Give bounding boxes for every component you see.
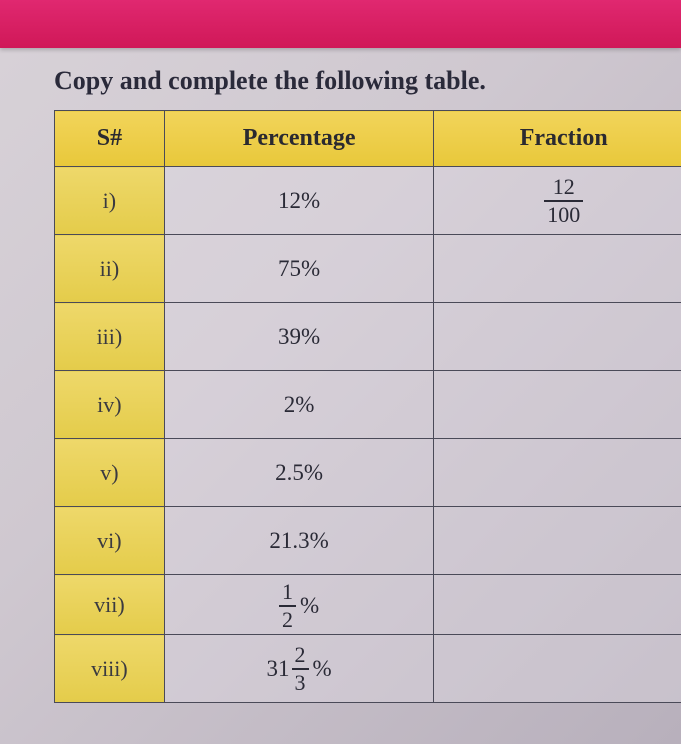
fraction-cell xyxy=(434,439,681,507)
row-label: iii) xyxy=(55,303,165,371)
fraction-cell xyxy=(434,371,681,439)
table-row: vi) 21.3% xyxy=(55,507,681,575)
row-label: v) xyxy=(55,439,165,507)
table-row: iii) 39% xyxy=(55,303,681,371)
fraction-numerator: 12 xyxy=(550,176,578,200)
header-fraction: Fraction xyxy=(434,111,681,167)
table-row: ii) 75% xyxy=(55,235,681,303)
fraction-denominator: 3 xyxy=(292,668,309,694)
table-header-row: S# Percentage Fraction xyxy=(55,111,681,167)
row-label: vii) xyxy=(55,575,165,635)
table-row: v) 2.5% xyxy=(55,439,681,507)
percentage-cell: 1 2 % xyxy=(164,575,434,635)
percentage-cell: 75% xyxy=(164,235,434,303)
mixed-whole: 31 xyxy=(267,656,290,682)
fraction-denominator: 100 xyxy=(544,200,583,226)
percentage-cell: 12% xyxy=(164,167,434,235)
fraction-numerator: 1 xyxy=(279,581,296,605)
header-percentage: Percentage xyxy=(164,111,434,167)
fraction-cell xyxy=(434,507,681,575)
fraction-cell xyxy=(434,635,681,703)
row-label: vi) xyxy=(55,507,165,575)
percentage-cell: 31 2 3 % xyxy=(164,635,434,703)
mixed-number: 1 2 % xyxy=(279,581,319,631)
instruction-text: Copy and complete the following table. xyxy=(0,48,681,110)
percentage-cell: 2.5% xyxy=(164,439,434,507)
fraction-numerator: 2 xyxy=(292,644,309,668)
percentage-fraction-table: S# Percentage Fraction i) 12% 12 100 ii)… xyxy=(54,110,681,703)
table-row: vii) 1 2 % xyxy=(55,575,681,635)
fraction-denominator: 2 xyxy=(279,605,296,631)
table-row: viii) 31 2 3 % xyxy=(55,635,681,703)
fraction-cell xyxy=(434,235,681,303)
percentage-cell: 2% xyxy=(164,371,434,439)
percent-sign: % xyxy=(300,593,319,619)
row-label: iv) xyxy=(55,371,165,439)
fraction-cell xyxy=(434,303,681,371)
fraction-cell: 12 100 xyxy=(434,167,681,235)
table-row: iv) 2% xyxy=(55,371,681,439)
percentage-cell: 21.3% xyxy=(164,507,434,575)
header-sn: S# xyxy=(55,111,165,167)
fraction: 1 2 xyxy=(279,581,296,631)
table-row: i) 12% 12 100 xyxy=(55,167,681,235)
row-label: i) xyxy=(55,167,165,235)
row-label: ii) xyxy=(55,235,165,303)
row-label: viii) xyxy=(55,635,165,703)
fraction: 2 3 xyxy=(292,644,309,694)
percent-sign: % xyxy=(313,656,332,682)
fraction-cell xyxy=(434,575,681,635)
mixed-number: 31 2 3 % xyxy=(267,644,332,694)
page: Copy and complete the following table. S… xyxy=(0,0,681,744)
fraction: 12 100 xyxy=(544,176,583,226)
percentage-cell: 39% xyxy=(164,303,434,371)
top-banner xyxy=(0,0,681,48)
